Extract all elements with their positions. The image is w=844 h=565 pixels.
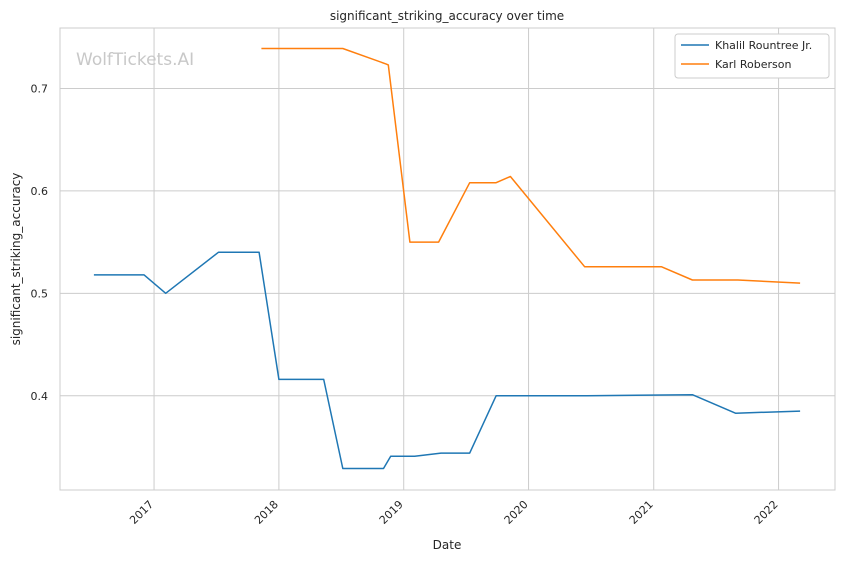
x-tick-label: 2022 bbox=[752, 498, 781, 527]
watermark: WolfTickets.AI bbox=[76, 50, 194, 70]
y-tick-label: 0.6 bbox=[31, 185, 49, 198]
tick-labels: 2017 2018 2019 2020 2021 2022 0.4 0.5 0.6 0.7 bbox=[31, 82, 781, 526]
y-tick-label: 0.5 bbox=[31, 287, 49, 300]
legend-box bbox=[674, 33, 830, 79]
legend-label-karl: Karl Roberson bbox=[715, 58, 791, 71]
legend-label-khalil: Khalil Rountree Jr. bbox=[715, 39, 812, 52]
x-tick-label: 2019 bbox=[377, 498, 406, 527]
series-line-1 bbox=[261, 47, 801, 284]
plot-frame bbox=[59, 27, 836, 491]
y-axis-label: significant_striking_accuracy bbox=[9, 173, 23, 346]
x-tick-label: 2020 bbox=[502, 498, 531, 527]
legend: Khalil Rountree Jr. Karl Roberson bbox=[674, 33, 830, 79]
x-axis-label: Date bbox=[433, 538, 462, 552]
chart-title: significant_striking_accuracy over time bbox=[330, 9, 564, 23]
series-layer bbox=[93, 47, 801, 470]
x-tick-label: 2017 bbox=[127, 498, 156, 527]
grid bbox=[60, 28, 835, 490]
y-tick-label: 0.7 bbox=[31, 82, 49, 95]
x-tick-label: 2021 bbox=[627, 498, 656, 527]
series-line-0 bbox=[93, 251, 801, 470]
x-tick-label: 2018 bbox=[252, 498, 281, 527]
y-tick-label: 0.4 bbox=[31, 390, 49, 403]
